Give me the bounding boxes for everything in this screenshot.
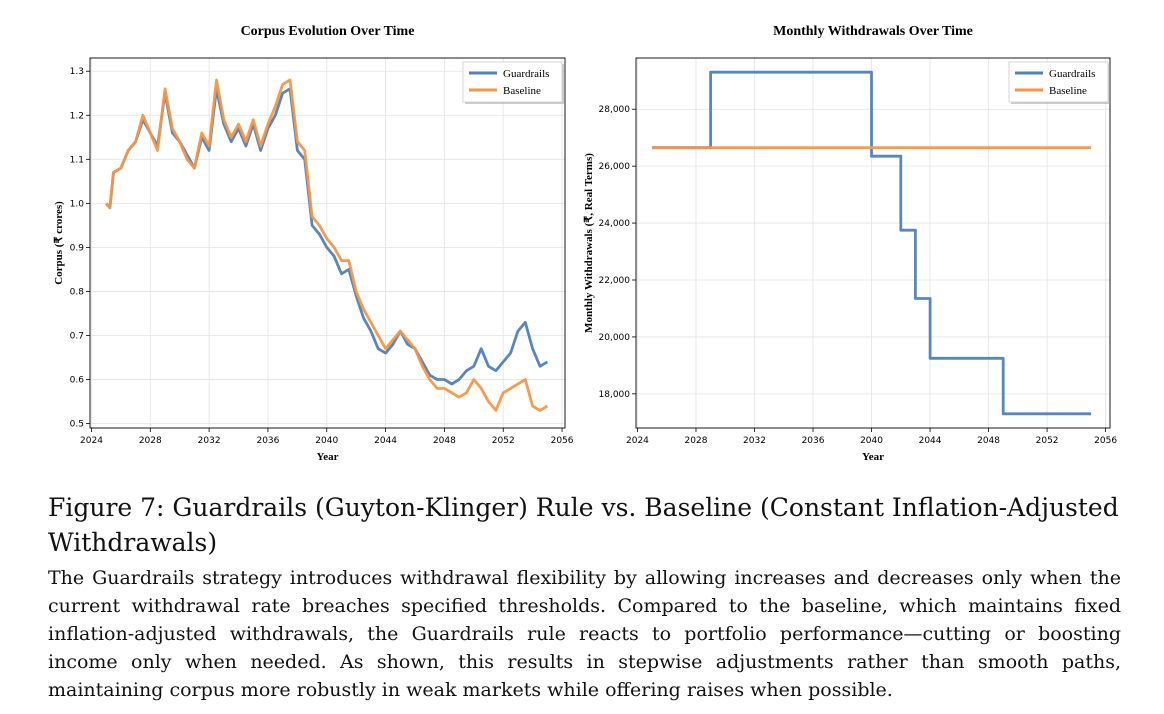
x-tick-label: 2044	[919, 436, 942, 446]
y-tick-label: 1.2	[70, 111, 84, 121]
y-tick-label: 1.1	[70, 155, 84, 165]
y-tick-label: 0.9	[70, 243, 85, 253]
series-line-guardrails	[105, 87, 549, 386]
x-tick-label: 2044	[374, 436, 397, 446]
y-tick-label: 1.3	[70, 67, 84, 77]
x-tick-label: 2052	[1036, 436, 1059, 446]
x-axis-label: Year	[317, 451, 339, 463]
figure-caption-title: Figure 7: Guardrails (Guyton-Klinger) Ru…	[48, 493, 1119, 557]
legend-label-guardrails: Guardrails	[503, 68, 549, 80]
y-tick-label: 0.8	[70, 287, 85, 297]
x-tick-label: 2028	[685, 436, 708, 446]
x-axis-label: Year	[862, 451, 884, 463]
y-axis-label: Monthly Withdrawals (₹, Real Terms)	[583, 153, 595, 333]
legend-label-baseline: Baseline	[1049, 85, 1087, 97]
y-tick-label: 28,000	[599, 105, 631, 115]
x-tick-label: 2056	[1094, 436, 1117, 446]
y-tick-label: 18,000	[599, 390, 631, 400]
withdrawals-chart: 2024 2028 2032 2036 2040 2044 2048 2052 2056 18,0…	[583, 24, 1117, 463]
x-tick-label: 2036	[256, 436, 279, 446]
y-tick-label: 0.7	[70, 332, 84, 342]
x-tick-label: 2052	[492, 436, 515, 446]
legend-label-baseline: Baseline	[503, 85, 541, 97]
y-tick-label: 26,000	[599, 162, 631, 172]
x-tick-label: 2024	[80, 436, 103, 446]
y-tick-label: 20,000	[599, 333, 631, 343]
figure-caption-body: The Guardrails strategy introduces withd…	[48, 567, 1121, 701]
y-tick-label: 24,000	[599, 219, 631, 229]
y-tick-label: 1.0	[70, 199, 85, 209]
chart-title: Corpus Evolution Over Time	[241, 24, 415, 39]
series-line-baseline	[105, 78, 549, 412]
x-tick-label: 2032	[198, 436, 221, 446]
series-line-guardrails	[652, 70, 1091, 416]
y-tick-label: 22,000	[599, 276, 631, 286]
x-tick-label: 2028	[139, 436, 162, 446]
x-tick-label: 2040	[315, 436, 338, 446]
x-tick-label: 2024	[626, 436, 649, 446]
x-tick-label: 2048	[977, 436, 1000, 446]
y-tick-label: 0.6	[70, 376, 85, 386]
x-tick-label: 2032	[743, 436, 766, 446]
y-axis-label: Corpus (₹ crores)	[53, 201, 65, 285]
x-tick-label: 2036	[802, 436, 825, 446]
plot-frame	[89, 57, 566, 429]
x-tick-label: 2048	[433, 436, 456, 446]
legend-label-guardrails: Guardrails	[1049, 68, 1095, 80]
chart-title: Monthly Withdrawals Over Time	[773, 24, 973, 39]
figure-canvas: 2024 2028 2032 2036 2040 2044 2048 2052 2056 0.5 0…	[53, 24, 1117, 463]
y-tick-label: 0.5	[70, 420, 84, 430]
corpus-chart: 2024 2028 2032 2036 2040 2044 2048 2052 2056 0.5 0…	[53, 24, 574, 463]
legend-box	[462, 61, 563, 103]
x-tick-label: 2040	[860, 436, 883, 446]
x-tick-label: 2056	[551, 436, 574, 446]
legend-box	[1008, 61, 1109, 103]
plot-frame	[635, 57, 1111, 429]
